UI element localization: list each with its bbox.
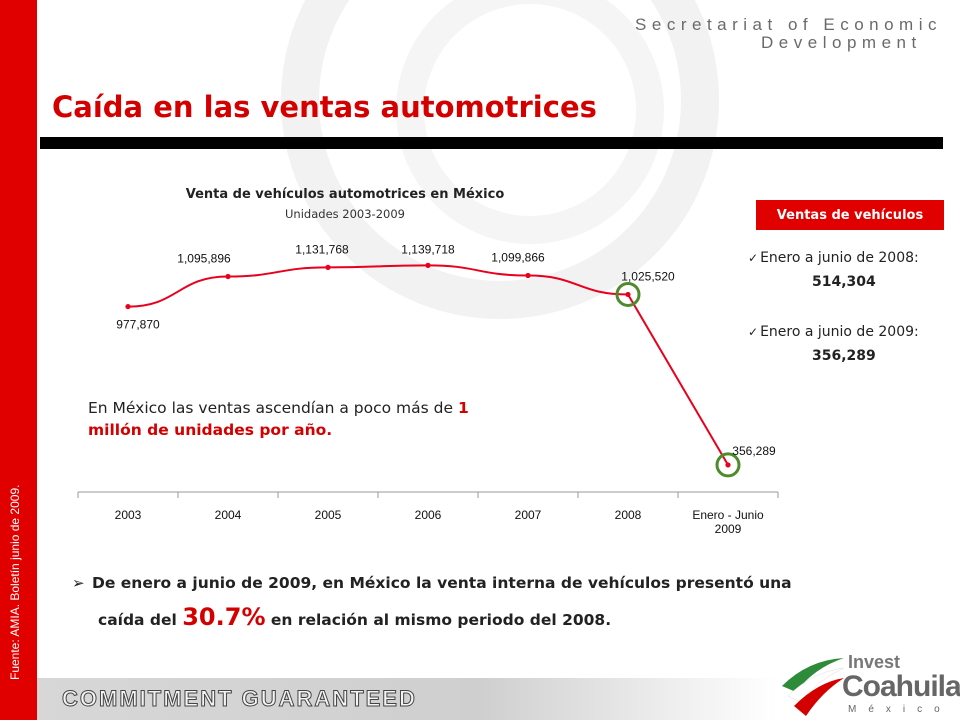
checkmark-icon: ✓ (748, 251, 759, 265)
data-label: 1,139,718 (401, 242, 455, 256)
chart-callout: En México las ventas ascendían a poco má… (88, 397, 488, 441)
data-label: 1,131,768 (295, 242, 349, 256)
summary-line-2-post: en relación al mismo periodo del 2008. (265, 611, 612, 629)
x-tick-label: 2008 (615, 508, 642, 522)
logo-text-coahuila: Coahuila (842, 670, 960, 703)
data-label: 1,095,896 (177, 252, 231, 266)
chart-title: Venta de vehículos automotrices en Méxic… (185, 187, 505, 202)
data-point (525, 272, 531, 279)
data-label: 356,289 (732, 444, 776, 458)
invest-coahuila-logo (782, 658, 845, 716)
sales-item-2009: ✓ Enero a junio de 2009: 356,289 (748, 324, 948, 364)
organization-name: Secretariat of Economic Development (635, 16, 942, 52)
sales-item-2008: ✓ Enero a junio de 2008: 514,304 (748, 250, 948, 290)
callout-highlight: 1 millón de unidades por año. (88, 399, 469, 439)
page-title: Caída en las ventas automotrices (52, 90, 597, 124)
data-point (325, 264, 331, 270)
summary-line-2-pre: caída del (98, 611, 183, 629)
callout-text: En México las ventas ascendían a poco má… (88, 399, 458, 417)
data-label: 1,025,520 (621, 269, 675, 283)
x-tick-label-line: 2004 (215, 508, 242, 522)
x-tick-label-line: 2003 (115, 508, 142, 522)
summary-note: ➢ De enero a junio de 2009, en México la … (72, 566, 862, 637)
x-tick-label: 2003 (115, 508, 142, 522)
x-tick-label: 2007 (515, 508, 542, 522)
footer-tagline: COMMITMENT GUARANTEED (62, 686, 417, 712)
logo-text-invest: Invest (848, 652, 901, 672)
logo-text-mexico: México (848, 704, 952, 715)
sales-item-value: 356,289 (812, 348, 876, 364)
x-tick-label-line: 2008 (615, 508, 642, 522)
summary-percentage: 30.7% (182, 603, 266, 631)
x-tick-label: 2005 (315, 508, 342, 522)
series-line (127, 264, 729, 466)
x-tick-label-line: Enero - Junio (692, 508, 764, 522)
summary-line-1: De enero a junio de 2009, en México la v… (92, 574, 792, 592)
footer-strip (37, 678, 777, 720)
data-point (725, 462, 731, 468)
x-tick-label-line: 2009 (715, 522, 742, 536)
data-point (425, 262, 431, 268)
checkmark-icon: ✓ (748, 325, 759, 339)
highlight-ring (615, 281, 641, 307)
data-point (225, 273, 231, 280)
data-point (125, 303, 131, 310)
data-point (625, 291, 631, 298)
x-tick-label: Enero - Junio 2009 (692, 508, 764, 536)
highlight-ring (715, 452, 741, 478)
left-red-bar (0, 0, 37, 720)
sales-item-label: Enero a junio de 2009: (760, 324, 919, 340)
sales-badge: Ventas de vehículos (756, 200, 944, 230)
title-divider (40, 137, 943, 149)
x-tick-label: 2006 (415, 508, 442, 522)
organization-line-2: Development (761, 33, 922, 52)
x-tick-label-line: 2006 (415, 508, 442, 522)
arrow-bullet-icon: ➢ (72, 574, 85, 592)
x-tick-label-line: 2005 (315, 508, 342, 522)
sales-item-label: Enero a junio de 2008: (760, 250, 919, 266)
data-label: 1,099,866 (491, 251, 545, 265)
x-tick-label-line: 2007 (515, 508, 542, 522)
organization-line-1: Secretariat of Economic (635, 15, 942, 34)
background-rings (281, 0, 719, 319)
sales-item-value: 514,304 (812, 274, 876, 290)
data-label: 977,870 (116, 318, 160, 332)
x-tick-label: 2004 (215, 508, 242, 522)
chart-subtitle: Unidades 2003-2009 (285, 207, 405, 221)
